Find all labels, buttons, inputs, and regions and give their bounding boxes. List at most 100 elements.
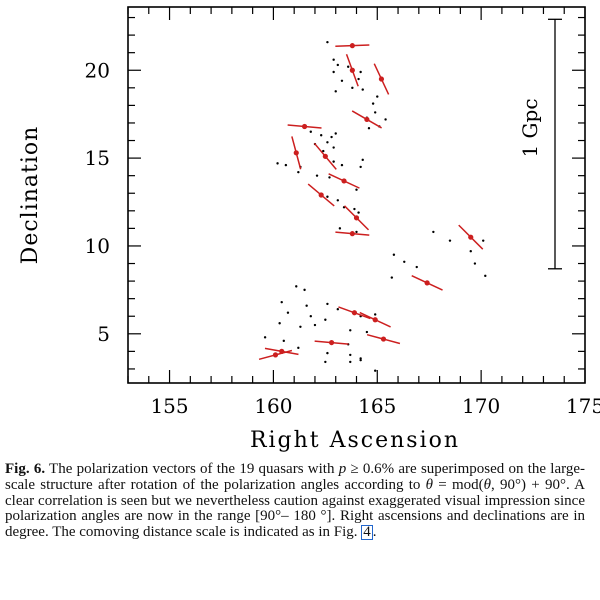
structure-point [286,311,290,314]
structure-point [361,88,364,91]
quasar-vector [287,123,322,130]
structure-point [390,276,394,279]
structure-point [357,211,360,214]
structure-point [353,207,356,211]
structure-point [326,195,329,198]
structure-point [359,165,362,169]
quasar-vector [307,183,335,207]
structure-point [336,63,340,67]
quasar-point [293,150,299,156]
quasar-point [328,339,335,346]
structure-point [336,308,340,311]
structure-point [332,160,335,163]
caption-fig-label: Fig. 6. [5,461,46,477]
quasar-point [341,178,347,184]
structure-point [326,351,329,355]
y-tick-label: 15 [85,146,110,170]
structure-point [351,86,354,90]
y-tick-label: 5 [97,322,110,346]
polarization-vectors [258,43,484,361]
quasar-vector [373,63,390,95]
caption-figure-link[interactable]: 4 [361,524,373,541]
structure-point [324,360,327,364]
structure-point [340,79,344,82]
structure-point [355,188,358,191]
structure-point [278,322,281,325]
x-axis-label: Right Ascension [250,428,460,453]
structure-point [303,288,306,292]
structure-point [373,313,377,316]
quasar-vector [458,224,484,250]
structure-point [326,40,329,44]
structure-point [432,230,435,234]
quasar-point [272,352,279,358]
structure-point [315,174,319,177]
structure-point [392,253,396,256]
structure-point [305,304,308,307]
quasar-point [349,43,355,49]
structure-point [332,58,335,61]
structure-point [349,353,352,357]
quasar-vector [328,173,360,189]
structure-point [376,95,379,98]
structure-point [367,127,371,130]
structure-point [349,329,352,332]
quasar-point [351,310,358,316]
structure-point [280,300,283,304]
structure-point [361,158,364,162]
structure-point [313,323,317,327]
structure-point [326,141,329,144]
structure-point [297,346,300,350]
structure-point [403,260,406,263]
structure-point [357,77,360,81]
caption-text-2: ≥ 0.6% are superimposed on the large-sca… [5,461,585,493]
quasar-point [318,192,324,198]
caption-text-1: The polarization vectors of the 19 quasa… [45,461,339,477]
structure-point [415,265,418,269]
structure-point [371,102,375,105]
caption-p-symbol: p [338,461,347,477]
quasar-point [378,76,385,82]
structure-point [365,330,369,334]
structure-point [473,262,477,265]
structure-point [355,230,358,234]
quasar-point [322,153,328,159]
structure-point [346,65,350,68]
structure-point [282,339,285,343]
quasar-point [353,215,360,221]
structure-point [319,134,323,137]
structure-point [332,146,335,149]
structure-point [359,358,362,362]
structure-point [349,360,352,364]
quasar-point [380,336,387,342]
plot-frame [127,6,586,384]
structure-point [263,336,267,339]
structure-point [336,199,340,202]
structure-point [448,239,452,242]
structure-point [322,149,325,153]
y-tick-label: 20 [85,58,110,82]
chart: 155 160 165 170 175 5 10 15 20 Right Ascension D… [18,6,600,453]
x-tick-label: 160 [254,394,292,418]
caption-theta-2: θ [483,476,492,493]
structure-point [295,285,298,288]
x-tick-label: 175 [566,394,600,418]
structure-point [334,132,337,135]
y-axis-label: Declination [18,126,43,265]
quasar-point [372,317,378,323]
quasar-vector [343,205,370,231]
quasar-point [468,234,474,240]
structure-point [330,135,333,139]
structure-point [334,90,337,93]
caption-theta-1: θ [425,476,434,493]
quasar-vector [411,274,443,291]
y-tick-label: 10 [85,234,110,258]
quasar-vector [335,231,370,237]
caption-end: . [372,524,377,541]
quasar-vector [258,349,293,361]
quasar-vector [291,136,302,170]
structure-point [384,118,387,121]
caption-text-4: , 90°) + 90°. A clear correlation is see… [5,476,585,541]
structure-point [359,70,362,74]
quasar-point [301,123,308,130]
